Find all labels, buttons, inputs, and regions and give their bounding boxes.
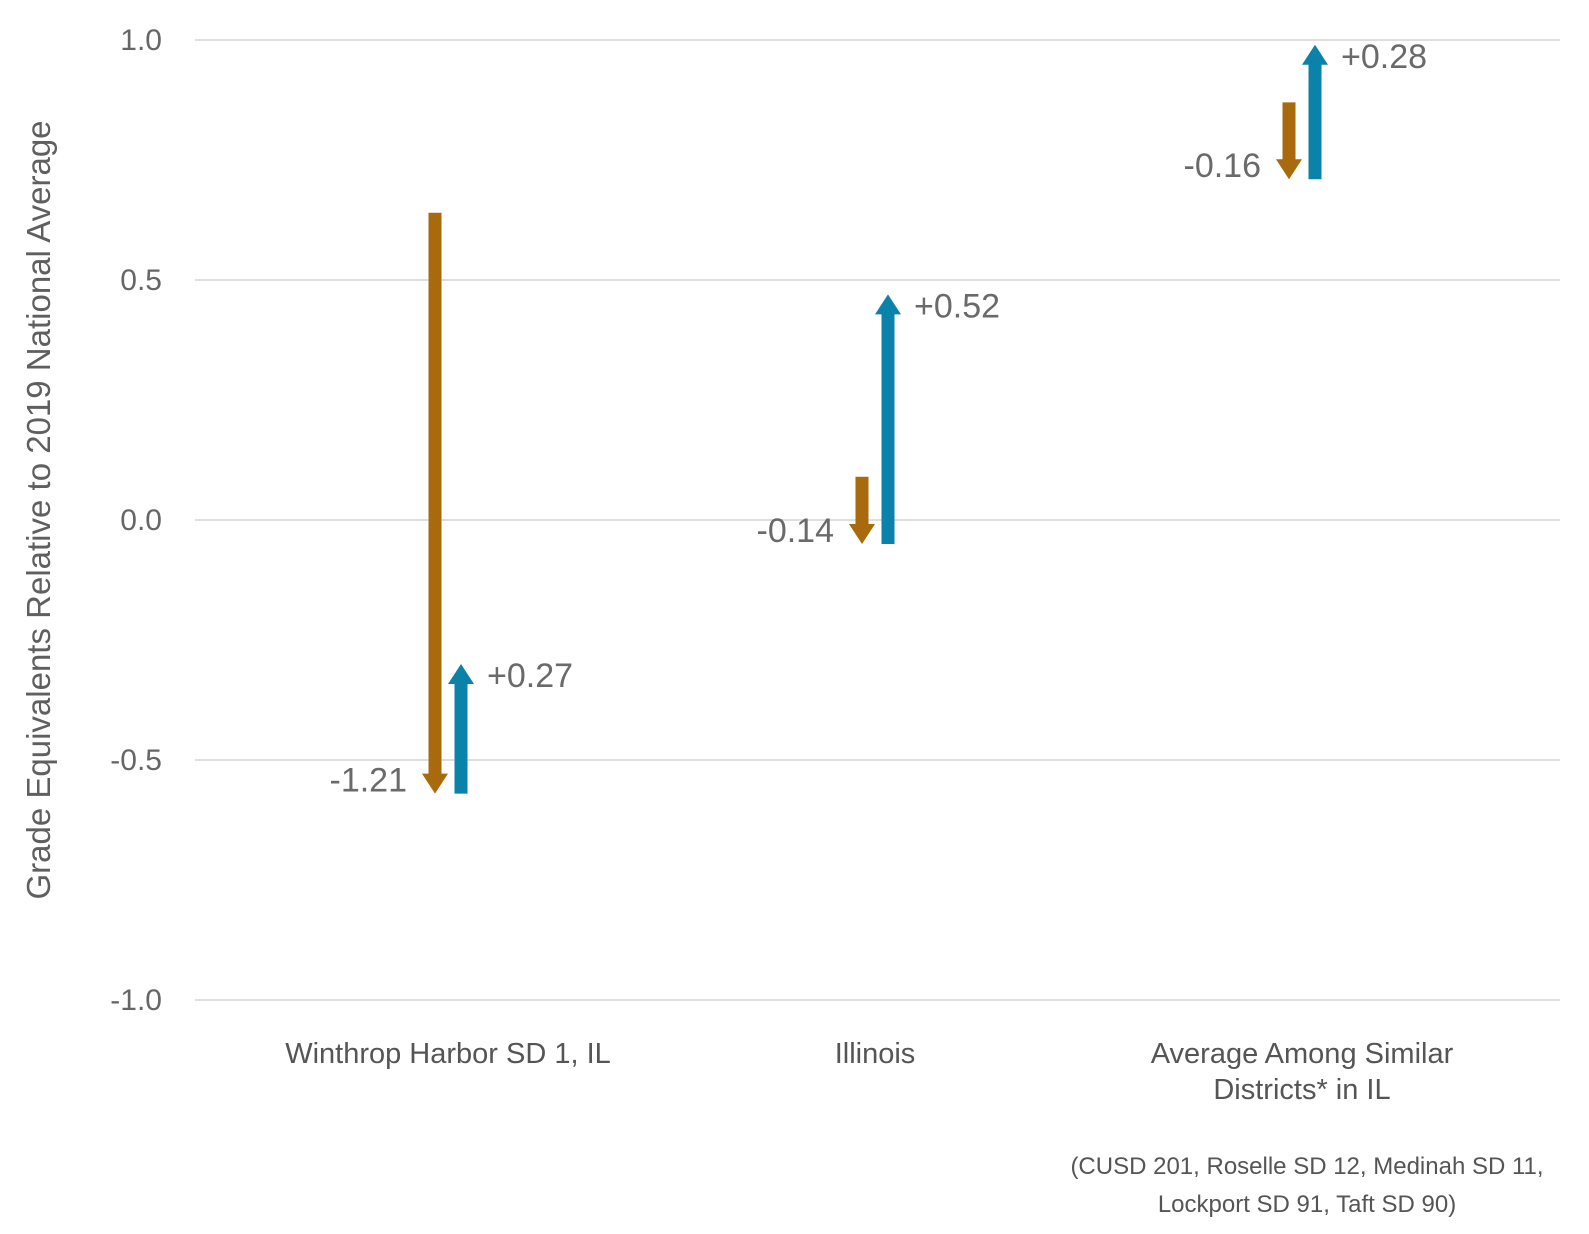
y-tick-label: -1.0 <box>110 984 162 1017</box>
category-label: Winthrop Harbor SD 1, IL <box>285 1038 611 1070</box>
category-labels: Winthrop Harbor SD 1, IL Illinois Average … <box>285 1038 1453 1106</box>
value-label: -0.14 <box>757 512 835 550</box>
gain-arrow <box>448 664 474 794</box>
arrows <box>422 44 1328 794</box>
decline-arrow <box>422 212 448 794</box>
y-tick-label: 0.0 <box>120 504 162 537</box>
footnote-line: (CUSD 201, Roselle SD 12, Medinah SD 11, <box>1070 1153 1543 1180</box>
footnote: (CUSD 201, Roselle SD 12, Medinah SD 11,… <box>1070 1153 1543 1218</box>
category-label: Average Among Similar <box>1151 1038 1454 1070</box>
y-axis-ticks: 1.0 0.5 0.0 -0.5 -1.0 <box>110 24 162 1017</box>
value-label: -1.21 <box>330 762 408 800</box>
value-label: -0.16 <box>1184 147 1262 185</box>
gain-arrow <box>1302 44 1328 180</box>
y-tick-label: 0.5 <box>120 264 162 297</box>
category-label: Districts* in IL <box>1213 1074 1390 1106</box>
footnote-line: Lockport SD 91, Taft SD 90) <box>1158 1191 1456 1218</box>
value-label: +0.28 <box>1341 38 1427 76</box>
y-tick-label: -0.5 <box>110 744 162 777</box>
y-axis-label: Grade Equivalents Relative to 2019 Natio… <box>20 120 57 899</box>
value-label: +0.52 <box>914 287 1000 325</box>
decline-arrow <box>1276 102 1302 180</box>
value-labels: -1.21 -0.14 -0.16 +0.27 +0.52 +0.28 <box>330 38 1428 800</box>
value-label: +0.27 <box>487 657 573 695</box>
y-tick-label: 1.0 <box>120 24 162 57</box>
gridlines <box>195 39 1560 1001</box>
gain-arrow <box>875 294 901 544</box>
category-label: Illinois <box>835 1038 916 1070</box>
decline-arrow <box>849 476 875 544</box>
